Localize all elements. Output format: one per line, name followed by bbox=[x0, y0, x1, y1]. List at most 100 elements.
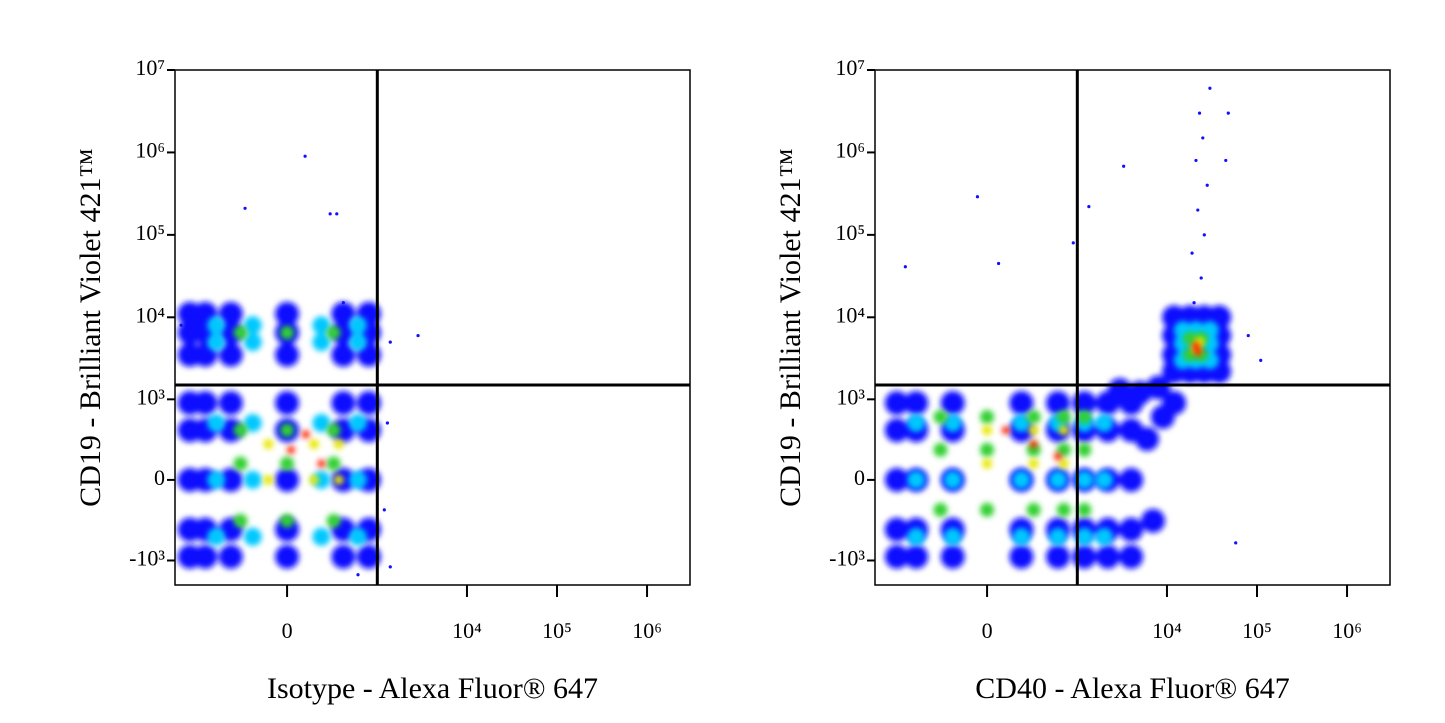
event-point bbox=[1095, 470, 1114, 489]
y-tick-label: 10⁶ bbox=[135, 137, 165, 162]
y-tick-label: 10⁶ bbox=[835, 137, 865, 162]
event-point bbox=[903, 265, 907, 269]
event-point bbox=[349, 470, 368, 489]
event-point bbox=[980, 502, 995, 517]
event-point bbox=[996, 261, 1001, 266]
event-point bbox=[218, 467, 243, 492]
event-point bbox=[280, 513, 295, 528]
event-point bbox=[335, 212, 339, 216]
event-point bbox=[1205, 183, 1209, 187]
x-tick-label: 10⁵ bbox=[1242, 618, 1272, 643]
event-point bbox=[1009, 391, 1034, 416]
x-tick-label: 0 bbox=[982, 618, 993, 643]
event-point bbox=[233, 325, 248, 340]
y-axis-title: CD19 - Brilliant Violet 421™ bbox=[774, 148, 807, 507]
event-point bbox=[349, 414, 368, 433]
event-point bbox=[193, 391, 218, 416]
event-point bbox=[1146, 375, 1171, 400]
event-point bbox=[1077, 442, 1092, 457]
event-point bbox=[207, 316, 226, 335]
density-layer bbox=[263, 439, 344, 485]
event-point bbox=[1054, 452, 1063, 461]
density-layer bbox=[207, 316, 368, 546]
event-point bbox=[1196, 208, 1200, 212]
event-point bbox=[943, 414, 962, 433]
event-point bbox=[1049, 527, 1068, 546]
event-point bbox=[303, 154, 307, 158]
event-point bbox=[1182, 331, 1197, 346]
event-point bbox=[933, 502, 948, 517]
event-point bbox=[416, 333, 420, 338]
event-point bbox=[317, 459, 326, 468]
event-point bbox=[233, 423, 248, 438]
event-point bbox=[904, 391, 929, 416]
event-point bbox=[218, 391, 243, 416]
event-point bbox=[1134, 426, 1159, 451]
event-point bbox=[326, 513, 341, 528]
event-point bbox=[1049, 470, 1068, 489]
event-point bbox=[907, 470, 926, 489]
event-point bbox=[263, 474, 274, 485]
event-point bbox=[280, 325, 295, 340]
event-point bbox=[312, 316, 331, 335]
event-point bbox=[312, 470, 331, 489]
event-point bbox=[1127, 380, 1152, 405]
event-point bbox=[356, 391, 381, 416]
event-point bbox=[356, 573, 360, 577]
event-point bbox=[233, 513, 248, 528]
event-point bbox=[943, 470, 962, 489]
event-point bbox=[207, 333, 226, 352]
event-point bbox=[1095, 544, 1120, 569]
event-point bbox=[1193, 347, 1202, 356]
y-tick-label: -10³ bbox=[129, 546, 165, 571]
event-point bbox=[1119, 544, 1144, 569]
event-point bbox=[1119, 467, 1144, 492]
event-point bbox=[940, 544, 965, 569]
event-point bbox=[980, 409, 995, 424]
event-point bbox=[331, 544, 356, 569]
event-point bbox=[1141, 508, 1166, 533]
event-point bbox=[275, 544, 300, 569]
event-point bbox=[218, 301, 243, 326]
y-tick-label: 10⁵ bbox=[135, 220, 165, 245]
event-point bbox=[243, 316, 262, 335]
density-layer bbox=[233, 325, 341, 528]
event-point bbox=[1046, 544, 1071, 569]
event-point bbox=[382, 508, 386, 512]
y-tick-label: 10³ bbox=[836, 384, 865, 409]
event-point bbox=[982, 425, 993, 436]
event-point bbox=[1026, 409, 1041, 424]
event-point bbox=[907, 527, 926, 546]
event-point bbox=[1058, 458, 1069, 469]
event-point bbox=[1071, 241, 1075, 245]
event-point bbox=[904, 544, 929, 569]
event-point bbox=[312, 527, 331, 546]
event-point bbox=[349, 527, 368, 546]
event-point bbox=[1026, 502, 1041, 517]
event-point bbox=[388, 340, 392, 344]
event-point bbox=[207, 470, 226, 489]
event-point bbox=[1107, 378, 1132, 403]
plot-frame bbox=[174, 69, 691, 586]
event-point bbox=[884, 418, 909, 443]
x-tick-label: 10⁶ bbox=[632, 618, 662, 643]
y-tick-label: 10⁴ bbox=[835, 302, 865, 327]
event-point bbox=[280, 423, 295, 438]
event-point bbox=[1122, 164, 1126, 168]
event-point bbox=[331, 391, 356, 416]
event-point bbox=[385, 421, 390, 425]
event-point bbox=[1234, 541, 1238, 545]
event-point bbox=[1119, 517, 1144, 542]
event-point bbox=[328, 212, 332, 216]
event-point bbox=[243, 470, 262, 489]
event-point bbox=[333, 439, 344, 450]
plot-area bbox=[884, 86, 1263, 569]
event-point bbox=[1162, 391, 1187, 416]
event-point bbox=[309, 474, 320, 485]
event-point bbox=[233, 456, 248, 471]
event-point bbox=[312, 414, 331, 433]
event-point bbox=[326, 423, 341, 438]
x-axis-title: Isotype - Alexa Fluor® 647 bbox=[267, 672, 598, 705]
event-point bbox=[1226, 111, 1230, 115]
